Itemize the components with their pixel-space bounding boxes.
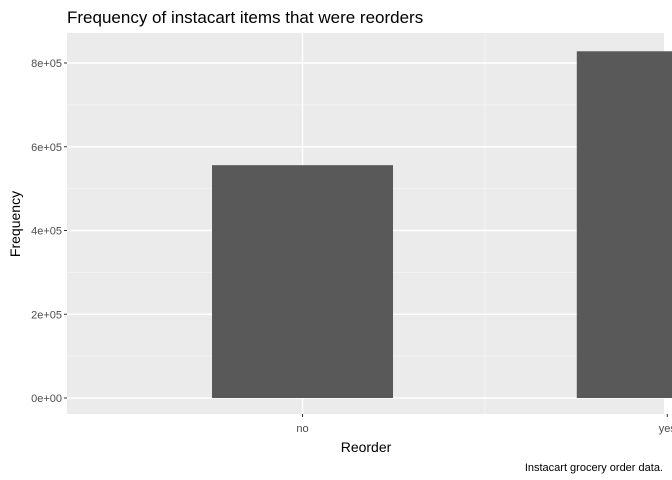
y-tick-label: 8e+05 xyxy=(31,58,62,70)
bars xyxy=(212,51,672,399)
bar-yes xyxy=(576,51,672,399)
x-tick-label: no xyxy=(296,423,308,435)
x-axis: no yes xyxy=(296,414,672,435)
chart-caption: Instacart grocery order data. xyxy=(525,462,663,474)
plot-panel xyxy=(67,33,672,414)
y-axis: 0e+00 2e+05 4e+05 6e+05 8e+05 xyxy=(31,58,67,405)
x-axis-label: Reorder xyxy=(341,439,392,455)
bar-no xyxy=(212,165,394,398)
y-axis-label: Frequency xyxy=(7,191,23,257)
y-tick-label: 2e+05 xyxy=(31,309,62,321)
y-tick-label: 6e+05 xyxy=(31,142,62,154)
y-tick-label: 0e+00 xyxy=(31,393,62,405)
x-tick-label: yes xyxy=(659,423,672,435)
chart-title: Frequency of instacart items that were r… xyxy=(67,8,423,27)
y-tick-label: 4e+05 xyxy=(31,226,62,238)
